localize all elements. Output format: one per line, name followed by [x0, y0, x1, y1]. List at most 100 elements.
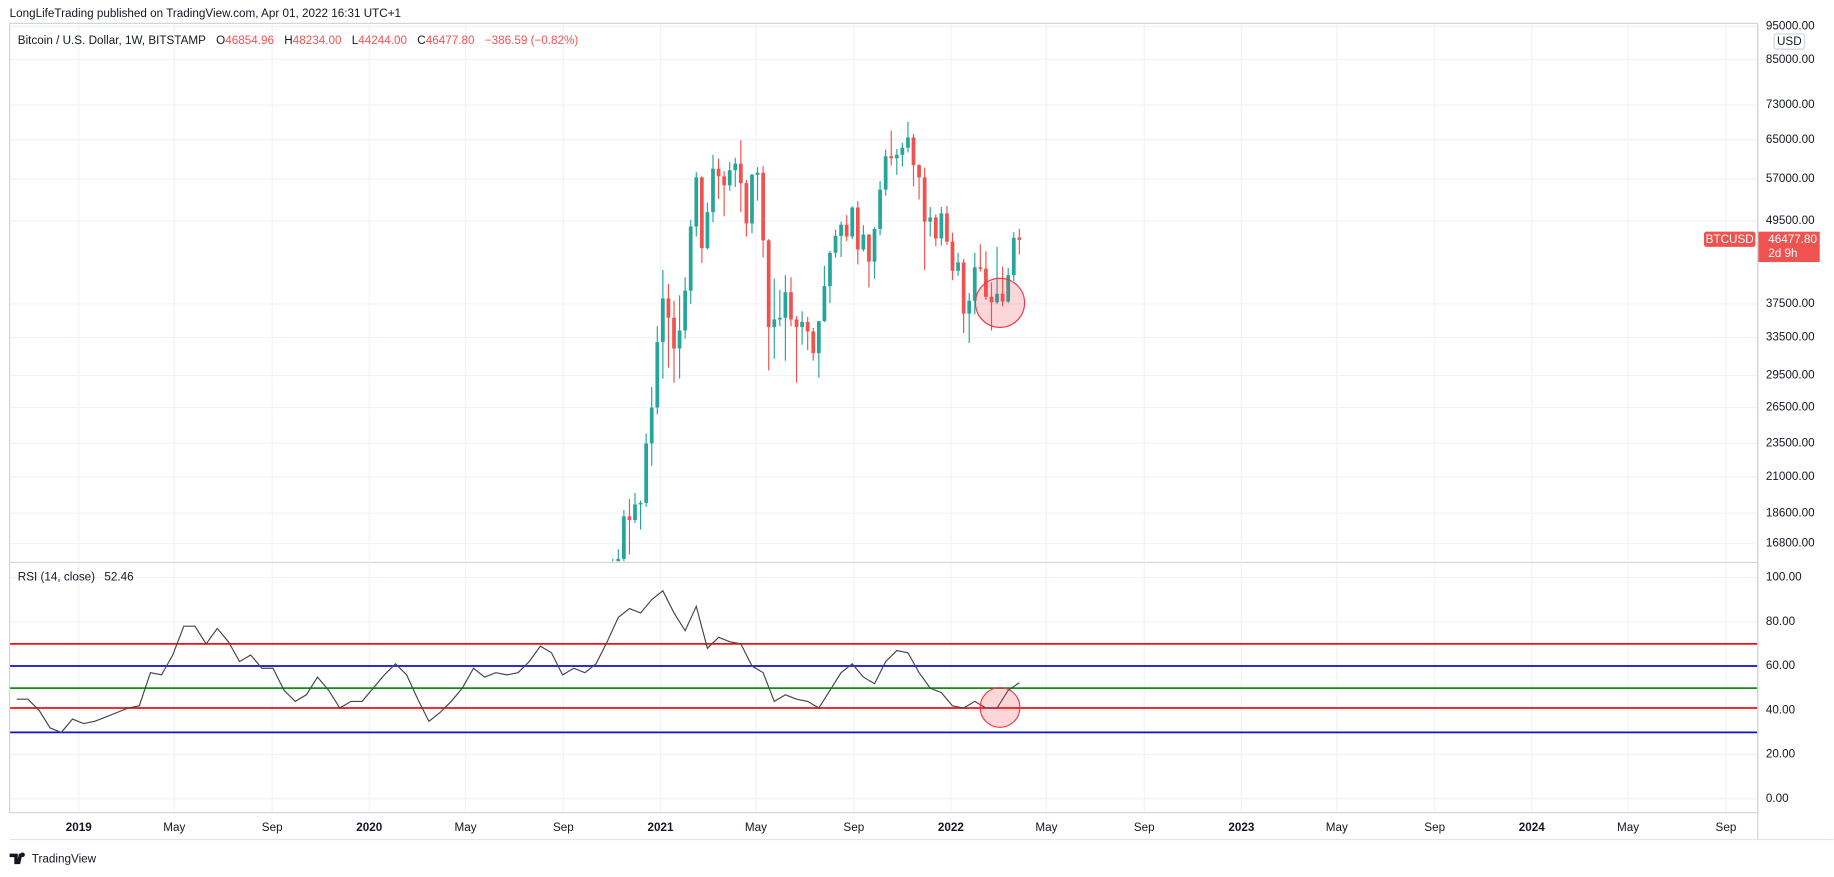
- candle-body: [928, 217, 933, 222]
- x-tick-label: Sep: [262, 821, 283, 834]
- candle-body: [867, 234, 871, 262]
- candle-body: [755, 172, 760, 175]
- candle-body: [627, 516, 632, 520]
- x-tick-label: 2024: [1519, 821, 1546, 834]
- y-tick-label: 65000.00: [1766, 133, 1815, 146]
- candle-body: [616, 558, 621, 562]
- footer: TradingView: [32, 853, 97, 866]
- candle-body: [800, 321, 804, 328]
- candle-body: [783, 292, 788, 318]
- candle-body: [933, 217, 938, 239]
- candle-body: [850, 207, 855, 237]
- candle-body: [716, 168, 721, 177]
- logo: TradingView: [9, 852, 97, 866]
- currency-box[interactable]: [1773, 33, 1806, 50]
- candle-body: [911, 137, 916, 166]
- candle-body: [816, 321, 821, 354]
- candle-body: [839, 224, 843, 236]
- candle-body: [894, 154, 899, 159]
- candle-body: [622, 516, 626, 559]
- legend-key: C: [417, 34, 425, 47]
- x-tick-label: 2021: [647, 821, 674, 834]
- candle-body: [844, 224, 849, 237]
- candle-body: [727, 170, 732, 186]
- legend: Bitcoin / U.S. Dollar, 1W, BITSTAMP O468…: [18, 34, 579, 47]
- x-tick-label: May: [163, 821, 185, 834]
- candle-body: [644, 443, 649, 503]
- x-tick-label: Sep: [1134, 821, 1155, 834]
- y-tick-label: 95000.00: [1766, 20, 1815, 33]
- x-tick-label: May: [1035, 821, 1057, 834]
- candle-body: [733, 163, 738, 171]
- y-tick-label: 49500.00: [1766, 214, 1815, 227]
- y-tick-label: 73000.00: [1766, 98, 1815, 111]
- candle-body: [805, 321, 810, 332]
- candle-body: [761, 172, 765, 241]
- candle-body: [750, 174, 754, 224]
- candle-body: [649, 407, 654, 444]
- candle-body: [872, 228, 877, 262]
- annotation-circle: [974, 277, 1026, 328]
- candle-body: [777, 317, 782, 320]
- candle-body: [822, 286, 827, 322]
- legend-value: 46477.80: [426, 34, 475, 47]
- x-tick-label: 2022: [938, 821, 965, 834]
- candle-body: [744, 183, 749, 224]
- candle-body: [883, 156, 888, 190]
- x-tick-label: 2019: [66, 821, 93, 834]
- candle-body: [1006, 275, 1011, 302]
- candle-body: [989, 296, 994, 303]
- legend-value: 46854.96: [225, 34, 274, 47]
- legend-key: L: [352, 34, 359, 47]
- candle-body: [956, 262, 960, 271]
- y-tick-label: 40.00: [1766, 703, 1796, 716]
- candle-body: [694, 177, 699, 227]
- y-tick-label: 60.00: [1766, 659, 1796, 672]
- candle-body: [922, 177, 927, 222]
- candle-body: [939, 213, 944, 239]
- legend-key: H: [284, 34, 292, 47]
- candle-body: [794, 319, 799, 328]
- candle-body: [738, 163, 743, 184]
- candle-body: [1000, 293, 1005, 302]
- x-tick-label: Sep: [553, 821, 574, 834]
- x-tick-label: May: [1617, 821, 1639, 834]
- candle-body: [878, 189, 882, 229]
- y-tick-label: 20.00: [1766, 748, 1796, 761]
- candle-body: [972, 267, 977, 301]
- y-tick-label: 80.00: [1766, 615, 1796, 628]
- legend-value: 44244.00: [358, 34, 407, 47]
- rsi-title: RSI (14, close): [18, 571, 95, 584]
- candle-body: [772, 319, 777, 328]
- rsi-value: 52.46: [104, 571, 133, 584]
- y-tick-label: 100.00: [1766, 571, 1802, 584]
- last-price-box: [1757, 231, 1820, 263]
- legend-key: O: [216, 34, 225, 47]
- rsi-pane: [9, 589, 1758, 734]
- x-tick-label: Sep: [843, 821, 864, 834]
- price-pane: [612, 121, 1022, 562]
- x-tick-label: Sep: [1716, 821, 1737, 834]
- currency: USD: [1777, 35, 1802, 48]
- legend-value: 48234.00: [293, 34, 342, 47]
- candle-body: [950, 241, 955, 271]
- candle-body: [855, 207, 860, 250]
- candle-body: [889, 156, 894, 159]
- y-tick-label: 85000.00: [1766, 53, 1815, 66]
- x-tick-label: May: [1326, 821, 1348, 834]
- rsi-line: [16, 589, 1020, 734]
- candle-body: [978, 267, 983, 269]
- last-price-name-box: [1703, 231, 1756, 247]
- annotation-circle: [979, 686, 1021, 728]
- x-tick-label: 2023: [1228, 821, 1255, 834]
- x-tick-label: May: [745, 821, 767, 834]
- last-price-name: BTCUSD: [1706, 233, 1754, 246]
- symbol: Bitcoin / U.S. Dollar, 1W, BITSTAMP: [18, 34, 206, 47]
- candle-body: [828, 252, 832, 287]
- y-tick-label: 23500.00: [1766, 436, 1815, 449]
- candle-body: [906, 137, 910, 148]
- y-tick-label: 16800.00: [1766, 537, 1815, 550]
- header: LongLifeTrading published on TradingView…: [10, 7, 401, 20]
- y-tick-label: 0.00: [1766, 792, 1789, 805]
